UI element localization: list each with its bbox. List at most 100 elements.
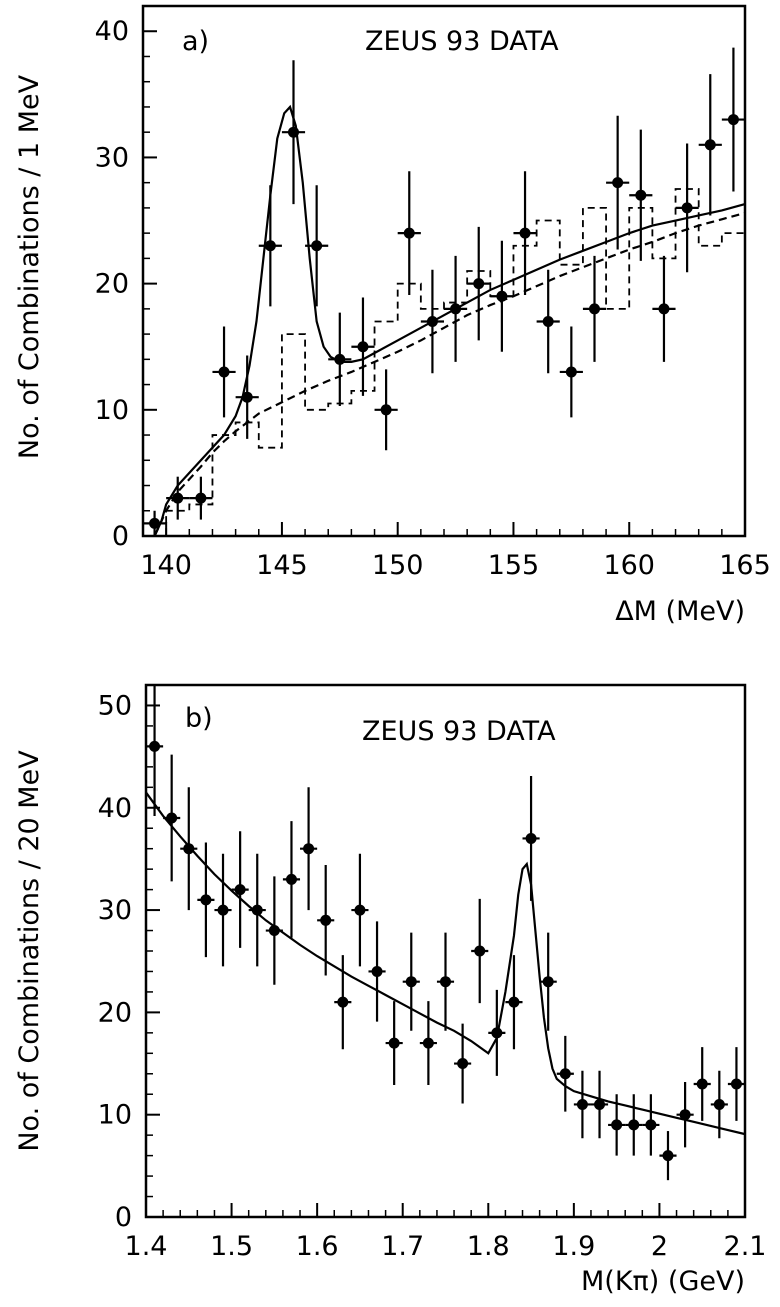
data-point [217,904,229,916]
data-point [727,114,739,126]
data-point [149,517,161,529]
data-point [311,240,323,252]
data-point [195,492,207,504]
data-point [388,1037,400,1049]
data-point [645,1119,657,1131]
data-point [218,366,230,378]
panel-b-title: ZEUS 93 DATA [362,716,556,747]
x-tick-label: 165 [719,550,771,581]
x-tick-label: 1.7 [381,1231,424,1262]
panel-a: 0 10 20 30 40 140 145 150 155 160 165 a) ZEUS 93 … [14,4,771,627]
y-tick-label: 20 [95,269,129,300]
y-tick-label: 40 [95,16,129,47]
y-tick-label: 10 [98,1100,132,1131]
data-point [519,227,531,239]
data-point [241,391,253,403]
data-point [440,976,451,988]
background-fit-line [153,211,746,537]
data-point [457,1058,469,1070]
data-point [559,1068,571,1080]
data-point [496,290,508,302]
y-tick-label: 10 [95,395,129,426]
data-point [183,843,195,855]
y-tick-label: 30 [95,142,129,173]
panel-a-data-points [143,47,745,536]
x-tick-label: 2 [651,1231,668,1262]
data-point [450,303,462,315]
data-point [589,303,600,315]
x-tick-label: 1.5 [210,1231,253,1262]
data-point [491,1027,503,1039]
data-point [405,976,417,988]
data-point [200,894,212,906]
data-point [234,884,246,896]
data-point [474,945,486,957]
x-tick-label: 1.4 [125,1231,168,1262]
x-tick-label: 145 [256,550,308,581]
data-point [508,996,520,1008]
data-point [288,126,299,138]
data-point [268,925,280,937]
data-point [334,353,346,365]
panel-b-x-ticks: 1.4 1.5 1.6 1.7 1.8 1.9 2 2.1 [125,1203,767,1262]
x-tick-label: 2.1 [724,1231,767,1262]
panel-a-label: a) [182,26,209,57]
y-tick-label: 50 [98,690,132,721]
data-point [320,914,332,926]
data-point [337,996,349,1008]
data-point [426,315,438,327]
data-point [422,1037,434,1049]
data-point [473,278,485,290]
data-point [713,1098,725,1110]
panel-a-frame [141,4,747,538]
x-tick-label: 140 [140,550,192,581]
data-point [662,1150,674,1162]
data-point [542,315,554,327]
x-tick-label: 150 [372,550,424,581]
data-point [612,177,624,189]
panel-a-x-axis-title: ΔM (MeV) [615,596,745,627]
data-point [658,303,670,315]
data-point [357,341,369,353]
y-tick-label: 0 [112,521,129,552]
x-tick-label: 1.6 [296,1231,339,1262]
panel-a-fit-curves [153,104,746,537]
panel-b-y-ticks: 0 10 20 30 40 50 [98,690,160,1233]
panel-a-y-ticks: 0 10 20 30 40 [95,16,157,552]
data-point [149,740,161,752]
panel-b-data-points [146,685,745,1181]
panel-a-dashed-histogram [143,188,745,537]
data-point [354,904,366,916]
data-point [565,366,577,378]
panel-b-label: b) [185,703,213,734]
y-tick-label: 0 [115,1202,132,1233]
x-tick-label: 155 [488,550,540,581]
data-point [594,1098,606,1110]
data-point [681,202,693,214]
data-point [380,404,392,416]
data-point [172,492,184,504]
panel-b-y-axis-title: No. of Combinations / 20 MeV [14,750,45,1152]
data-point [303,843,315,855]
data-point [628,1119,640,1131]
y-tick-label: 40 [98,793,132,824]
panel-a-x-ticks: 140 145 150 155 160 165 [140,522,771,581]
data-point [525,832,537,844]
data-point [611,1119,623,1131]
data-point [264,240,276,252]
y-tick-label: 20 [98,997,132,1028]
data-point [696,1078,708,1090]
data-point [285,873,297,885]
data-point [542,976,554,988]
data-point [371,965,383,977]
data-point [704,139,716,151]
background-histogram [143,188,745,537]
y-tick-label: 30 [98,895,132,926]
data-point [635,189,647,201]
data-point [166,812,178,824]
panel-b: 0 10 20 30 40 50 1.4 1.5 1.6 1.7 1.8 1.9 2 2.1 b) ZE… [14,683,767,1297]
x-tick-label: 1.8 [467,1231,510,1262]
data-point [730,1078,742,1090]
x-tick-label: 1.9 [552,1231,595,1262]
